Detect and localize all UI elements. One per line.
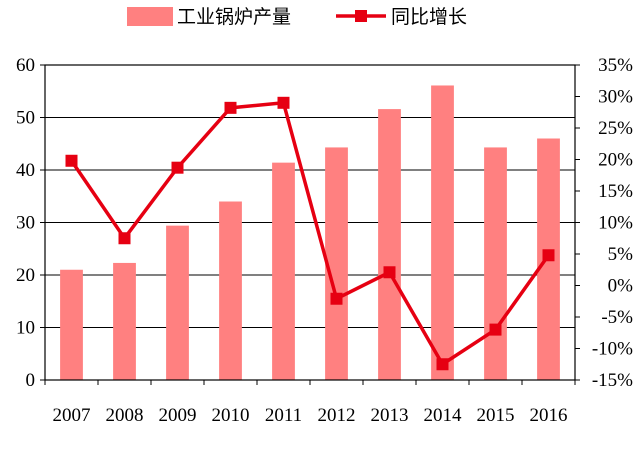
legend-label-production: 工业锅炉产量	[177, 6, 291, 28]
bar-2008	[113, 262, 136, 380]
right-axis-ticks: -15% -10% -5% 0% 5% 10% 15% 20% 25% 30% 35%	[592, 55, 633, 391]
right-tick-label: -10%	[592, 339, 633, 360]
x-axis-ticks: 2007 2008 2009 2010 2011 2012 2013 2014 2015 2016	[53, 405, 568, 426]
left-tick-label: 0	[26, 370, 36, 391]
left-axis-ticks: 0 10 20 30 40 50 60	[16, 55, 35, 391]
legend: 工业锅炉产量 同比增长	[127, 6, 467, 28]
growth-point-2007	[65, 154, 78, 167]
growth-point-2012	[330, 292, 343, 305]
x-tick-label: 2010	[212, 405, 250, 426]
right-tick-label: 35%	[598, 55, 633, 76]
bar-2010	[219, 201, 242, 380]
bar-2009	[166, 225, 189, 380]
left-tick-label: 10	[16, 318, 35, 339]
left-tick-label: 40	[16, 160, 35, 181]
line-series	[65, 96, 555, 371]
growth-point-2010	[224, 101, 237, 114]
x-tick-label: 2011	[265, 405, 302, 426]
legend-swatch-production	[127, 7, 173, 26]
right-tick-label: 10%	[598, 213, 633, 234]
bar-2014	[431, 85, 454, 380]
x-tick-label: 2016	[530, 405, 568, 426]
bar-2015	[484, 147, 507, 380]
growth-point-2008	[118, 232, 131, 245]
growth-point-2015	[489, 323, 502, 336]
bar-2012	[325, 147, 348, 380]
x-tick-label: 2012	[318, 405, 356, 426]
right-tick-label: -5%	[601, 307, 633, 328]
x-tick-label: 2015	[477, 405, 515, 426]
x-tick-label: 2007	[53, 405, 91, 426]
left-tick-label: 50	[16, 108, 35, 129]
right-tick-label: 20%	[598, 150, 633, 171]
x-tick-label: 2009	[159, 405, 197, 426]
right-tick-label: 25%	[598, 118, 633, 139]
bar-2007	[60, 269, 83, 380]
bar-2011	[272, 162, 295, 380]
growth-point-2016	[542, 249, 555, 262]
right-tick-label: 0%	[608, 276, 634, 297]
growth-point-2011	[277, 96, 290, 109]
legend-marker-growth	[355, 10, 367, 22]
bar-2013	[378, 109, 401, 380]
right-tick-label: 5%	[608, 244, 634, 265]
plot-frame	[40, 64, 580, 385]
growth-line	[70, 100, 550, 367]
legend-label-growth: 同比增长	[391, 6, 467, 28]
left-tick-label: 30	[16, 213, 35, 234]
x-tick-label: 2008	[106, 405, 144, 426]
right-tick-label: 30%	[598, 87, 633, 108]
growth-point-2014	[436, 358, 449, 371]
x-tick-label: 2014	[424, 405, 463, 426]
left-tick-label: 20	[16, 265, 35, 286]
right-tick-label: 15%	[598, 181, 633, 202]
growth-point-2009	[171, 161, 184, 174]
left-tick-label: 60	[16, 55, 35, 76]
growth-point-2013	[383, 266, 396, 279]
right-tick-label: -15%	[592, 370, 633, 391]
x-tick-label: 2013	[371, 405, 409, 426]
